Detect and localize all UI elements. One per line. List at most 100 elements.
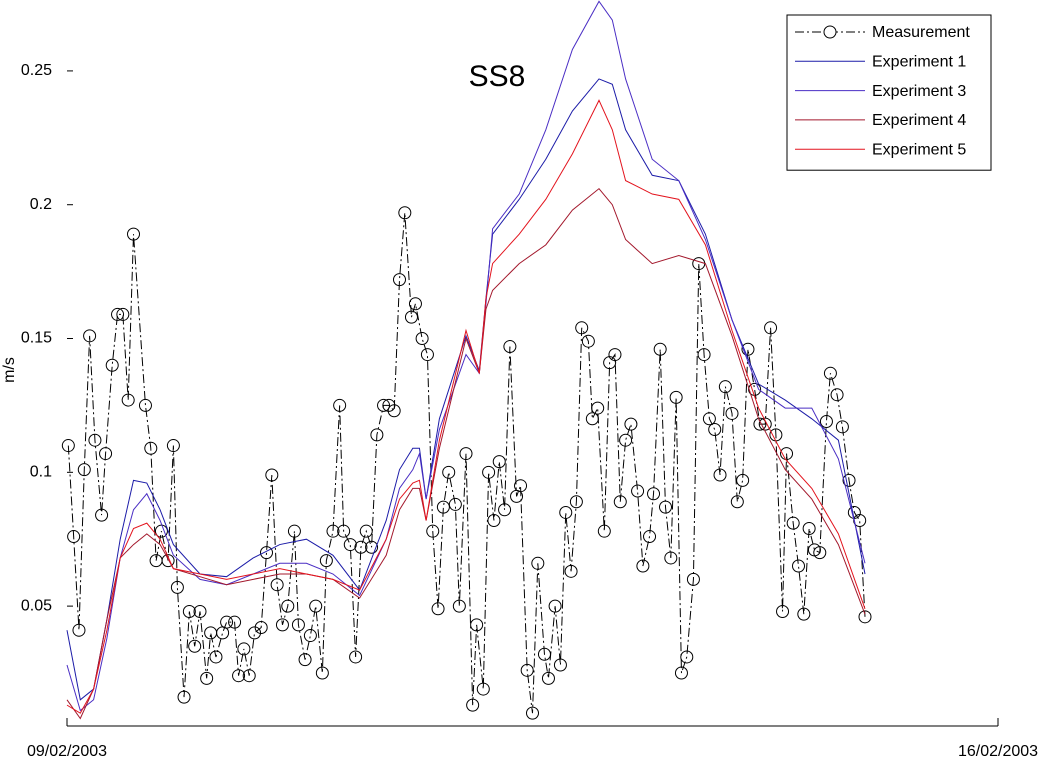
data-point	[669, 390, 683, 404]
y-tick-label: 0.25	[21, 62, 52, 79]
data-point	[764, 321, 778, 335]
data-point	[780, 447, 794, 461]
data-point	[138, 398, 152, 412]
data-point	[377, 398, 391, 412]
data-point	[343, 538, 357, 552]
data-point	[354, 540, 368, 554]
data-point	[265, 468, 279, 482]
legend-label: Experiment 4	[872, 112, 966, 129]
chart-title: SS8	[469, 60, 526, 93]
y-tick-label: 0.15	[21, 330, 52, 347]
data-point	[452, 599, 466, 613]
data-point	[95, 508, 109, 522]
data-point	[487, 513, 501, 527]
y-axis-label: m/s	[1, 357, 18, 383]
data-point	[470, 618, 484, 632]
data-point	[498, 503, 512, 517]
data-point	[326, 524, 340, 538]
legend-label: Experiment 1	[872, 54, 966, 71]
data-point	[476, 682, 490, 696]
series-line	[66, 99, 866, 714]
data-point	[315, 666, 329, 680]
data-point	[758, 417, 772, 431]
data-point	[408, 297, 422, 311]
data-point	[823, 366, 837, 380]
data-point	[492, 455, 506, 469]
data-point	[597, 524, 611, 538]
data-point	[116, 307, 130, 321]
data-point	[387, 404, 401, 418]
data-point	[619, 433, 633, 447]
data-point	[708, 422, 722, 436]
data-point	[482, 465, 496, 479]
data-point	[842, 473, 856, 487]
data-point	[591, 401, 605, 415]
data-point	[275, 618, 289, 632]
data-point	[415, 332, 429, 346]
data-point	[664, 551, 678, 565]
data-point	[459, 447, 473, 461]
data-point	[61, 439, 75, 453]
data-point	[819, 414, 833, 428]
data-point	[105, 358, 119, 372]
data-point	[67, 530, 81, 544]
data-point	[636, 559, 650, 573]
data-point	[858, 610, 872, 624]
data-point	[548, 599, 562, 613]
data-point	[393, 273, 406, 287]
data-point	[99, 447, 113, 461]
data-point	[161, 554, 175, 568]
data-point	[426, 524, 440, 538]
data-point	[193, 604, 207, 618]
data-point	[647, 487, 661, 501]
data-point	[581, 334, 595, 348]
data-point	[813, 546, 827, 560]
data-point	[503, 340, 517, 354]
data-point	[303, 629, 317, 643]
data-point	[792, 559, 805, 573]
series-line	[67, 212, 866, 714]
data-point	[182, 604, 196, 618]
legend-label: Experiment 3	[872, 83, 966, 100]
data-point	[802, 522, 816, 536]
data-point	[613, 495, 627, 509]
x-tick-label: 09/02/2003	[27, 743, 107, 760]
data-point	[564, 564, 578, 578]
data-point	[228, 615, 242, 629]
data-point	[431, 602, 445, 616]
data-point	[659, 500, 672, 514]
data-point	[88, 433, 102, 447]
data-point	[242, 669, 256, 683]
data-point	[281, 599, 295, 613]
data-point	[398, 206, 412, 220]
data-point	[420, 348, 434, 362]
data-point	[725, 406, 739, 420]
data-point	[702, 412, 716, 426]
legend-label: Measurement	[872, 24, 970, 41]
data-point	[797, 607, 811, 621]
data-point	[830, 388, 844, 402]
data-point	[188, 639, 202, 653]
data-point	[631, 484, 645, 498]
data-point	[127, 227, 140, 241]
data-point	[144, 441, 158, 455]
data-point	[713, 468, 727, 482]
data-point	[575, 321, 589, 335]
data-point	[209, 650, 223, 664]
data-point	[72, 623, 86, 637]
data-point	[585, 412, 599, 426]
data-point	[404, 310, 418, 324]
data-point	[166, 439, 180, 453]
legend-box	[786, 14, 992, 171]
data-point	[553, 658, 567, 672]
data-point	[254, 621, 268, 635]
data-point	[121, 393, 135, 407]
data-point	[776, 604, 790, 618]
data-point	[559, 505, 573, 519]
data-point	[442, 465, 456, 479]
data-point	[741, 342, 755, 356]
data-point	[624, 417, 638, 431]
data-point	[520, 663, 534, 677]
legend-marker	[823, 25, 837, 39]
